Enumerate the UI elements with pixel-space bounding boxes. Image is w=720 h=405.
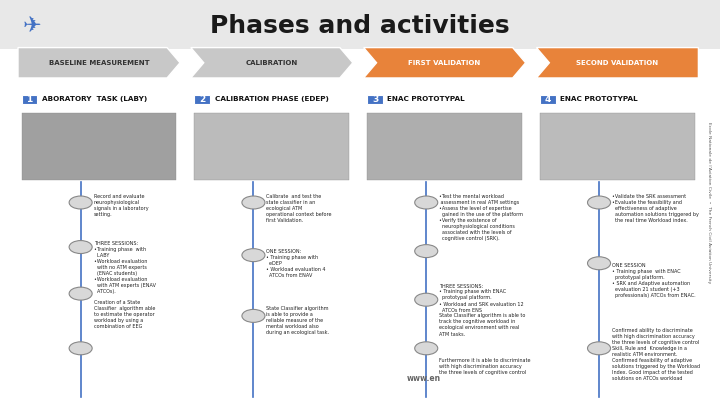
Circle shape: [69, 342, 92, 355]
Circle shape: [415, 342, 438, 355]
Text: •Test the mental workload
 assessment in real ATM settings
•Assess the level of : •Test the mental workload assessment in …: [439, 194, 523, 241]
Text: ABORATORY  TASK (LABY): ABORATORY TASK (LABY): [42, 96, 147, 102]
Text: Calibrate  and test the
state classifier in an
ecological ATM
operational contex: Calibrate and test the state classifier …: [266, 194, 332, 224]
Text: THREE SESSIONS:
• Training phase with ENAC
  prototypal platform.
• Workload and: THREE SESSIONS: • Training phase with EN…: [439, 284, 526, 337]
FancyBboxPatch shape: [367, 113, 522, 180]
FancyBboxPatch shape: [194, 95, 210, 104]
FancyBboxPatch shape: [22, 95, 37, 104]
Text: THREE SESSIONS:
•Training phase  with
  LABY
•Workload evaluation
  with no ATM : THREE SESSIONS: •Training phase with LAB…: [94, 241, 156, 294]
Text: Confirmed ability to discriminate
with high discrimination accuracy
the three le: Confirmed ability to discriminate with h…: [612, 328, 700, 381]
FancyBboxPatch shape: [22, 113, 176, 180]
FancyBboxPatch shape: [540, 113, 695, 180]
Text: SECOND VALIDATION: SECOND VALIDATION: [576, 60, 659, 66]
Text: 4: 4: [545, 95, 551, 104]
Text: 1: 1: [27, 95, 32, 104]
Polygon shape: [364, 48, 526, 78]
FancyBboxPatch shape: [540, 95, 556, 104]
Circle shape: [415, 293, 438, 306]
Text: 2: 2: [199, 95, 205, 104]
Text: FIRST VALIDATION: FIRST VALIDATION: [408, 60, 481, 66]
Circle shape: [415, 196, 438, 209]
Text: BASELINE MEASUREMENT: BASELINE MEASUREMENT: [49, 60, 149, 66]
Text: ENAC PROTOTYPAL: ENAC PROTOTYPAL: [387, 96, 465, 102]
Circle shape: [588, 196, 611, 209]
FancyBboxPatch shape: [194, 113, 349, 180]
FancyBboxPatch shape: [0, 0, 720, 49]
Circle shape: [242, 309, 265, 322]
Circle shape: [588, 257, 611, 270]
Text: 3: 3: [372, 95, 378, 104]
Text: Phases and activities: Phases and activities: [210, 14, 510, 38]
Circle shape: [415, 245, 438, 258]
Polygon shape: [18, 48, 180, 78]
Text: www.en: www.en: [407, 374, 441, 383]
Text: State Classifier algorithm
is able to provide a
reliable measure of the
mental w: State Classifier algorithm is able to pr…: [266, 306, 329, 335]
Text: CALIBRATION: CALIBRATION: [246, 60, 298, 66]
Polygon shape: [536, 48, 698, 78]
Text: Ecole Nationale de l'Aviation Civile  •  The French Civil Aviation University: Ecole Nationale de l'Aviation Civile • T…: [707, 122, 711, 283]
Text: •Validate the SRK assessment
•Evaluate the feasibility and
  effectiveness of ad: •Validate the SRK assessment •Evaluate t…: [612, 194, 699, 224]
Text: CALIBRATION PHASE (EDEP): CALIBRATION PHASE (EDEP): [215, 96, 328, 102]
Circle shape: [69, 196, 92, 209]
Text: Creation of a State
Classifier  algorithm able
to estimate the operator
workload: Creation of a State Classifier algorithm…: [94, 300, 155, 329]
Text: ✈: ✈: [23, 16, 42, 36]
Circle shape: [242, 249, 265, 262]
Text: Furthermore it is able to discriminate
with high discrimination accuracy
the thr: Furthermore it is able to discriminate w…: [439, 358, 531, 375]
Circle shape: [588, 342, 611, 355]
Text: Record and evaluate
neurophysiological
signals in a laboratory
setting.: Record and evaluate neurophysiological s…: [94, 194, 148, 217]
Text: ONE SESSION
• Training phase  with ENAC
  prototypal platform.
• SRK and Adaptiv: ONE SESSION • Training phase with ENAC p…: [612, 263, 696, 298]
FancyBboxPatch shape: [367, 95, 383, 104]
Polygon shape: [191, 48, 353, 78]
Circle shape: [69, 241, 92, 254]
Text: ONE SESSION:
• Training phase with
  eDEP
• Workload evaluation 4
  ATCOs from E: ONE SESSION: • Training phase with eDEP …: [266, 249, 326, 278]
Text: ENAC PROTOTYPAL: ENAC PROTOTYPAL: [560, 96, 638, 102]
Circle shape: [69, 287, 92, 300]
Circle shape: [242, 196, 265, 209]
